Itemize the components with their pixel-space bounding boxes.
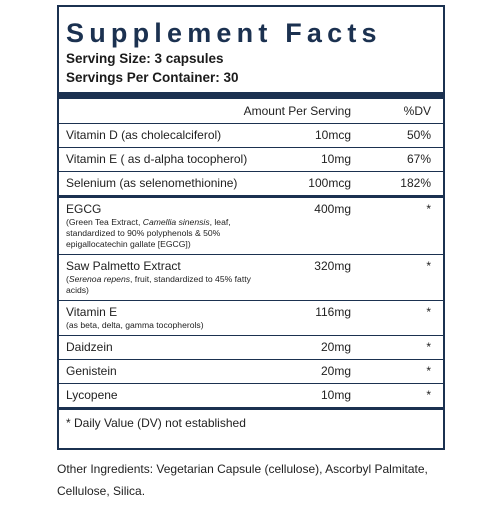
amount: 100mcg — [308, 176, 351, 190]
serving-size: Serving Size: 3 capsules — [66, 51, 224, 66]
amount: 400mg — [314, 202, 351, 216]
daily-value: * — [426, 259, 431, 273]
detail-text: Camellia sinensis — [142, 217, 210, 227]
table-row: EGCG (Green Tea Extract, Camellia sinensi… — [59, 198, 443, 255]
nutrient-detail: (as beta, delta, gamma tocopherols) — [66, 320, 261, 331]
amount: 10mcg — [314, 128, 351, 142]
nutrient: Vitamin D (as cholecalciferol) — [66, 128, 261, 143]
daily-value: * — [426, 364, 431, 378]
daily-value: * — [426, 305, 431, 319]
table-row: Vitamin E (as beta, delta, gamma tocopher… — [59, 301, 443, 336]
detail-text: , fruit, standardized to 45% fatty acids… — [66, 274, 251, 295]
other-ingredients: Other Ingredients: Vegetarian Capsule (c… — [57, 462, 428, 498]
amount: 320mg — [314, 259, 351, 273]
detail-text: (as beta, delta, gamma tocopherols) — [66, 320, 204, 330]
nutrient-name: Saw Palmetto Extract — [66, 259, 181, 273]
nutrient-name: Lycopene — [66, 388, 118, 402]
nutrient-name: Vitamin E — [66, 305, 118, 319]
table-row: Lycopene 10mg * — [59, 384, 443, 410]
column-header: %DV — [403, 104, 431, 118]
table-row: Daidzein 20mg * — [59, 336, 443, 360]
amount: 116mg — [315, 305, 351, 319]
nutrient-name: Selenium (as selenomethionine) — [66, 176, 238, 190]
footnote: * Daily Value (DV) not established — [66, 416, 246, 430]
daily-value: * — [426, 202, 431, 216]
table-row: Selenium (as selenomethionine) 100mcg 182% — [59, 172, 443, 198]
divider — [59, 92, 443, 99]
nutrient-detail: (Green Tea Extract, Camellia sinensis, l… — [66, 217, 261, 250]
detail-text: (Green Tea Extract, — [66, 217, 143, 227]
nutrient: Selenium (as selenomethionine) — [66, 176, 261, 191]
nutrient-name: Vitamin D (as cholecalciferol) — [66, 128, 222, 142]
daily-value: 67% — [406, 152, 431, 166]
nutrient: Genistein — [66, 364, 261, 379]
table-body: Vitamin D (as cholecalciferol) 10mcg 50% Vi… — [59, 124, 443, 410]
daily-value: 50% — [406, 128, 431, 142]
column-header: Amount Per Serving — [243, 104, 351, 118]
amount: 10mg — [320, 388, 351, 402]
table-row: Vitamin D (as cholecalciferol) 10mcg 50% — [59, 124, 443, 148]
nutrient-name: Daidzein — [66, 340, 113, 354]
nutrient: Daidzein — [66, 340, 261, 355]
detail-text: , leaf, standardized to 90% polyphenols … — [66, 217, 231, 249]
title: Supplement Facts — [66, 18, 382, 48]
nutrient-name: Genistein — [66, 364, 117, 378]
amount: 20mg — [320, 364, 351, 378]
nutrient-name: Vitamin E ( as d-alpha tocopherol) — [66, 152, 248, 166]
daily-value: 182% — [400, 176, 431, 190]
nutrient: Vitamin E (as beta, delta, gamma tocopher… — [66, 305, 261, 331]
daily-value: * — [426, 388, 431, 402]
nutrient-name: EGCG — [66, 202, 102, 216]
nutrient: EGCG (Green Tea Extract, Camellia sinensi… — [66, 202, 261, 250]
detail-text: Serenoa repens — [68, 274, 131, 284]
nutrient: Saw Palmetto Extract (Serenoa repens, fru… — [66, 259, 261, 296]
servings-per-container: Servings Per Container: 30 — [66, 70, 239, 85]
table-row: Vitamin E ( as d-alpha tocopherol) 10mg 67… — [59, 148, 443, 172]
nutrient-detail: (Serenoa repens, fruit, standardized to … — [66, 274, 261, 296]
detail-text: ( — [66, 274, 69, 284]
nutrient: Lycopene — [66, 388, 261, 403]
table-row: Saw Palmetto Extract (Serenoa repens, fru… — [59, 255, 443, 301]
facts-panel: Supplement Facts Serving Size: 3 capsule… — [57, 5, 445, 450]
nutrient: Vitamin E ( as d-alpha tocopherol) — [66, 152, 261, 167]
amount: 10mg — [320, 152, 351, 166]
amount: 20mg — [320, 340, 351, 354]
table-header: Amount Per Serving %DV — [59, 99, 443, 124]
daily-value: * — [426, 340, 431, 354]
table-row: Genistein 20mg * — [59, 360, 443, 384]
